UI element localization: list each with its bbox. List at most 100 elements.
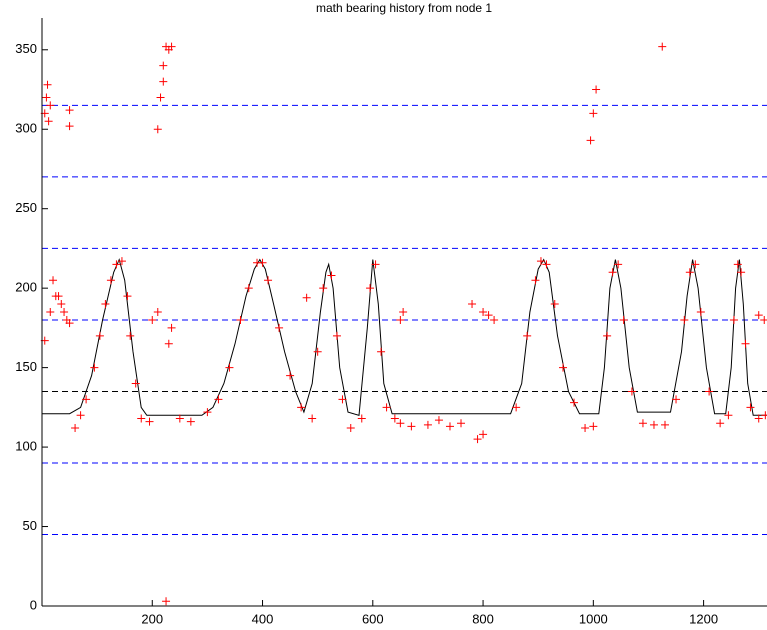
point-marker [536,257,545,266]
point-marker [112,260,121,269]
point-marker [297,403,306,412]
point-marker [638,419,647,428]
point-marker [396,419,405,428]
y-tick-label: 300 [15,121,37,136]
point-marker [346,424,355,433]
point-marker [390,414,399,423]
point-marker [264,276,273,285]
point-marker [153,308,162,316]
point-marker [754,414,763,423]
track-line [42,258,767,416]
point-marker [71,424,80,433]
point-marker [559,363,568,372]
point-marker [661,420,670,429]
point-marker [705,387,714,396]
point-marker [434,416,443,425]
point-marker [550,300,559,309]
point-marker [761,411,767,420]
point-marker [90,363,99,372]
point-marker [225,363,234,372]
point-marker [685,268,694,277]
point-marker [167,323,176,332]
x-tick-label: 200 [141,611,163,626]
point-marker [159,77,168,86]
point-marker [167,42,176,51]
point-marker [44,117,53,126]
point-marker [338,395,347,404]
point-marker [186,417,195,426]
point-marker [156,93,165,102]
x-tick-label: 1200 [689,611,718,626]
y-tick-label: 150 [15,359,37,374]
point-marker [445,422,454,431]
point-marker [275,323,284,332]
point-marker [570,398,579,407]
x-tick-label: 800 [472,611,494,626]
point-marker [399,308,408,316]
point-marker [741,339,750,348]
point-marker [423,420,432,429]
point-marker [696,308,705,316]
point-marker [592,85,601,94]
point-marker [43,80,52,89]
point-marker [619,315,628,324]
y-tick-label: 250 [15,200,37,215]
point-marker [658,42,667,51]
point-marker [42,93,51,102]
point-marker [236,315,245,324]
x-tick-label: 600 [362,611,384,626]
x-tick-label: 400 [252,611,274,626]
point-marker [46,308,55,316]
point-marker [203,408,212,417]
point-marker [746,403,755,412]
point-marker [581,424,590,433]
point-marker [512,403,521,412]
point-marker [371,260,380,269]
point-marker [407,422,416,431]
point-marker [377,347,386,356]
point-marker [589,109,598,118]
point-marker [608,268,617,277]
point-marker [754,311,763,320]
point-marker [479,430,488,439]
point-marker [123,292,132,301]
point-marker [523,331,532,340]
x-tick-label: 1000 [579,611,608,626]
point-marker [468,300,477,309]
point-marker [131,379,140,388]
point-marker [589,422,598,431]
point-marker [302,293,311,302]
point-marker [82,395,91,404]
y-tick-label: 200 [15,280,37,295]
point-marker [95,331,104,340]
point-marker [117,257,126,266]
point-marker [586,136,595,145]
point-marker [57,300,66,309]
point-marker [148,315,157,324]
point-marker [65,106,74,115]
point-marker [106,276,115,285]
point-marker [214,395,223,404]
y-tick-label: 50 [23,518,37,533]
point-marker [614,260,623,269]
point-marker [680,315,689,324]
point-marker [49,276,58,285]
point-marker [737,268,746,277]
point-marker [258,258,267,267]
point-marker [319,284,328,293]
point-marker [244,284,253,293]
point-marker [542,260,551,269]
point-marker [672,395,681,404]
point-marker [332,331,341,340]
point-marker [691,260,700,269]
chart-title: math bearing history from node 1 [316,1,492,15]
point-marker [101,300,110,309]
point-marker [357,414,366,423]
point-marker [54,292,63,301]
point-marker [60,308,69,316]
point-marker [479,308,488,316]
point-marker [126,331,135,340]
point-marker [603,331,612,340]
